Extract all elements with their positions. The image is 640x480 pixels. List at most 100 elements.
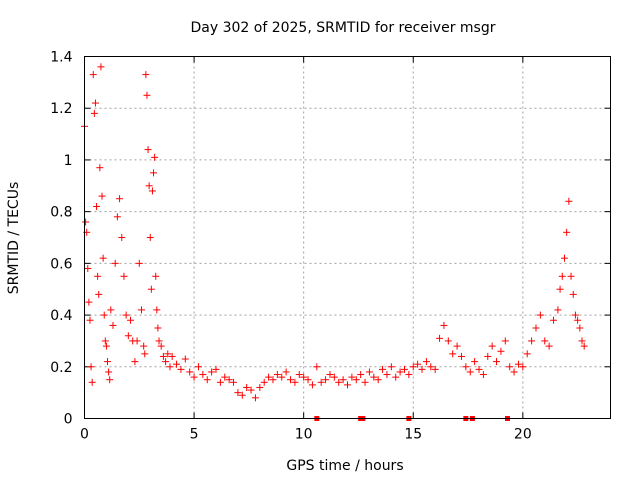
data-point <box>122 311 130 319</box>
y-tick-labels: 0 0.2 0.4 0.6 0.8 1 1.2 1.4 <box>50 50 72 428</box>
data-point <box>118 234 126 241</box>
data-point <box>88 378 96 386</box>
y-tick-label: 0.2 <box>50 360 72 376</box>
data-point <box>181 355 189 363</box>
x-tick-label: 15 <box>404 427 422 443</box>
data-point <box>317 378 325 386</box>
data-point <box>501 337 509 345</box>
plot-frame <box>84 56 611 419</box>
data-point <box>97 63 105 71</box>
data-point <box>571 311 579 319</box>
data-point <box>203 376 211 384</box>
data-point <box>278 373 286 381</box>
data-point <box>154 324 162 332</box>
data-point <box>120 272 128 280</box>
data-point <box>427 363 435 371</box>
y-tick-label: 1.4 <box>50 50 72 66</box>
data-point <box>409 363 417 371</box>
data-point <box>269 376 277 384</box>
data-point <box>335 378 343 386</box>
data-point <box>100 311 108 319</box>
data-point <box>234 389 242 397</box>
data-point <box>387 363 395 371</box>
data-point <box>116 195 124 203</box>
data-point <box>105 368 113 376</box>
data-point <box>348 373 356 381</box>
data-point <box>405 371 413 379</box>
y-tick-label: 1 <box>64 153 73 169</box>
data-point <box>143 91 151 99</box>
data-point <box>135 259 143 267</box>
y-tick-label: 0.8 <box>50 205 72 221</box>
data-point <box>523 350 531 358</box>
data-point <box>554 306 562 314</box>
data-point <box>457 352 465 360</box>
data-point <box>484 352 492 360</box>
data-point <box>151 153 159 161</box>
data-point <box>84 265 92 273</box>
data-point <box>164 350 172 358</box>
data-point <box>569 290 577 298</box>
data-point <box>344 381 351 389</box>
data-point <box>82 218 90 226</box>
data-point <box>157 342 165 350</box>
y-tick-label: 0 <box>64 412 73 428</box>
data-point <box>396 368 404 376</box>
grid-lines <box>84 56 611 419</box>
data-point <box>256 383 264 391</box>
data-point <box>216 378 224 386</box>
data-point <box>449 350 457 358</box>
data-point <box>173 360 181 368</box>
data-point <box>243 383 251 391</box>
x-tick-label: 20 <box>514 427 532 443</box>
data-point <box>166 363 174 371</box>
data-point <box>560 254 568 262</box>
data-point <box>291 378 299 386</box>
data-point <box>230 378 238 386</box>
data-point <box>365 368 373 376</box>
data-point <box>162 358 170 366</box>
data-point <box>199 371 207 379</box>
data-point <box>304 376 312 384</box>
data-point <box>265 373 273 381</box>
data-point <box>550 316 558 324</box>
data-point <box>107 306 115 314</box>
data-point <box>322 376 330 384</box>
data-point <box>466 368 474 376</box>
data-point <box>471 358 479 366</box>
data-point <box>212 365 220 373</box>
data-point <box>462 363 470 371</box>
y-tick-label: 0.6 <box>50 256 72 272</box>
data-point <box>147 285 155 293</box>
data-point <box>150 169 158 177</box>
data-point <box>93 202 101 210</box>
data-point <box>379 365 387 373</box>
data-point <box>414 360 422 368</box>
data-point <box>528 337 536 345</box>
data-point <box>221 373 229 381</box>
x-axis-title: GPS time / hours <box>286 458 403 474</box>
data-point <box>99 254 107 262</box>
data-point <box>148 187 156 195</box>
axis-ticks <box>84 56 611 419</box>
data-point <box>330 373 338 381</box>
data-point <box>580 342 588 350</box>
data-point <box>95 290 103 298</box>
x-tick-label: 0 <box>80 427 89 443</box>
data-point <box>111 259 119 267</box>
data-point <box>225 376 233 384</box>
y-axis-title: SRMTID / TECUs <box>6 182 22 295</box>
data-point <box>273 371 281 379</box>
data-point <box>374 376 382 384</box>
data-point <box>578 337 586 345</box>
data-point <box>85 298 93 306</box>
data-point <box>532 324 540 332</box>
data-point <box>536 311 544 319</box>
data-point <box>510 368 518 376</box>
data-point <box>144 146 152 154</box>
x-tick-label: 5 <box>190 427 199 443</box>
data-point <box>514 360 522 368</box>
data-point <box>541 337 549 345</box>
data-point <box>208 368 216 376</box>
data-point <box>574 316 582 324</box>
